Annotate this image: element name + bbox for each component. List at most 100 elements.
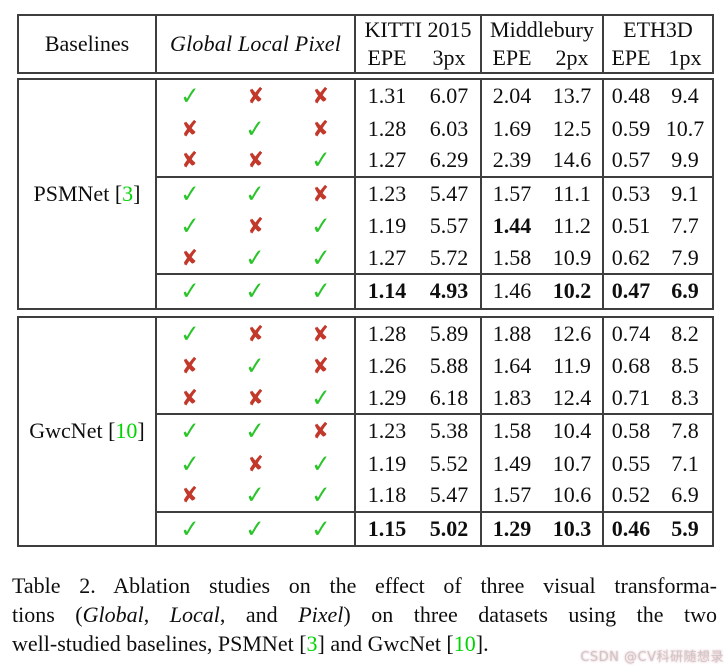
metric-epe-label: EPE xyxy=(367,45,407,70)
table-row-marks: ✓ ✘ ✓ xyxy=(155,210,354,243)
table-row-marks: ✘ ✓ ✘ xyxy=(155,112,354,145)
px-value: 7.1 xyxy=(671,450,699,476)
px-value: 9.9 xyxy=(671,147,699,173)
table-row-values: 0.52 6.9 xyxy=(602,480,712,513)
px-value: 10.2 xyxy=(552,278,592,304)
table-row-marks: ✘ ✘ ✓ xyxy=(155,382,354,415)
cross-icon: ✘ xyxy=(311,320,332,347)
px-value: 6.9 xyxy=(671,482,699,508)
table-row-marks: ✓ ✓ ✘ xyxy=(155,415,354,448)
cross-icon: ✘ xyxy=(311,180,332,207)
dataset-header-2: ETH3D EPE 1px xyxy=(602,16,712,72)
table-row-values: 0.55 7.1 xyxy=(602,447,712,480)
ablation-table: Baselines Global Local Pixel KITTI 2015 E… xyxy=(17,14,714,547)
table-row-values: 1.83 12.4 xyxy=(480,382,602,415)
epe-value: 1.88 xyxy=(492,320,532,346)
table-row-values: 1.27 6.29 xyxy=(354,145,480,178)
table-row-values: 0.71 8.3 xyxy=(602,382,712,415)
caption-text: ) on three datasets using the two xyxy=(343,602,717,627)
table-row-values: 0.62 7.9 xyxy=(602,242,712,275)
px-value: 5.47 xyxy=(429,180,469,206)
table-row-marks: ✘ ✓ ✘ xyxy=(155,350,354,383)
epe-value: 1.15 xyxy=(367,515,407,541)
px-value: 5.52 xyxy=(429,450,469,476)
caption-text: tions ( xyxy=(12,602,83,627)
metric-epe-label: EPE xyxy=(611,45,651,70)
epe-value: 1.64 xyxy=(492,353,532,379)
px-value: 10.7 xyxy=(552,450,592,476)
check-icon: ✓ xyxy=(244,276,267,306)
px-value: 5.89 xyxy=(429,320,469,346)
table-row-values: 1.28 5.89 xyxy=(354,317,480,350)
metric-px-label: 2px xyxy=(555,45,589,70)
px-value: 8.3 xyxy=(671,384,699,410)
epe-value: 1.83 xyxy=(492,384,532,410)
table-row-values: 2.04 13.7 xyxy=(480,80,602,113)
px-value: 4.93 xyxy=(429,278,469,304)
table-row-values: 1.15 5.02 xyxy=(354,512,480,545)
table-row-marks: ✓ ✓ ✓ xyxy=(155,275,354,308)
check-icon: ✓ xyxy=(244,514,267,544)
baseline-name: GwcNet [ xyxy=(29,418,116,444)
check-icon: ✓ xyxy=(178,416,201,446)
px-value: 10.3 xyxy=(552,515,592,541)
px-value: 9.4 xyxy=(671,83,699,109)
px-value: 8.5 xyxy=(671,353,699,379)
epe-value: 1.28 xyxy=(367,115,407,141)
cross-icon: ✘ xyxy=(311,353,332,380)
table-row-values: 1.46 10.2 xyxy=(480,275,602,308)
px-value: 9.1 xyxy=(671,180,699,206)
epe-value: 1.29 xyxy=(367,384,407,410)
dataset-header-1: Middlebury EPE 2px xyxy=(480,16,602,72)
px-value: 6.03 xyxy=(429,115,469,141)
baseline-label: GwcNet [10] xyxy=(19,318,155,546)
px-value: 5.57 xyxy=(429,213,469,239)
cross-icon: ✘ xyxy=(179,147,200,174)
check-icon: ✓ xyxy=(310,211,333,241)
epe-value: 1.19 xyxy=(367,213,407,239)
table-row-values: 1.57 10.6 xyxy=(480,480,602,513)
epe-value: 1.69 xyxy=(492,115,532,141)
table-row-values: 0.57 9.9 xyxy=(602,145,712,178)
epe-value: 0.52 xyxy=(611,482,651,508)
px-value: 6.9 xyxy=(671,278,699,304)
cross-icon: ✘ xyxy=(179,353,200,380)
table-row-values: 0.47 6.9 xyxy=(602,275,712,308)
table-row-values: 1.18 5.47 xyxy=(354,480,480,513)
table-row-marks: ✓ ✘ ✓ xyxy=(155,447,354,480)
table-row-values: 1.27 5.72 xyxy=(354,242,480,275)
baseline-ref: 10 xyxy=(115,418,138,444)
epe-value: 0.55 xyxy=(611,450,651,476)
check-icon: ✓ xyxy=(310,480,333,510)
table-row-marks: ✓ ✘ ✘ xyxy=(155,317,354,350)
caption-line: Table 2. Ablation studies on the effect … xyxy=(12,571,717,600)
px-value: 5.88 xyxy=(429,353,469,379)
metric-px-label: 3px xyxy=(432,45,466,70)
table-row-marks: ✓ ✓ ✓ xyxy=(155,512,354,545)
dataset-name: KITTI 2015 xyxy=(364,17,472,42)
check-icon: ✓ xyxy=(310,514,333,544)
table-row-values: 1.29 6.18 xyxy=(354,382,480,415)
check-icon: ✓ xyxy=(244,114,267,144)
px-value: 7.7 xyxy=(671,213,699,239)
check-icon: ✓ xyxy=(178,81,201,111)
table-row-marks: ✓ ✘ ✘ xyxy=(155,80,354,113)
epe-value: 0.71 xyxy=(611,384,651,410)
baseline-name: PSMNet [ xyxy=(33,180,123,206)
table-row-values: 2.39 14.6 xyxy=(480,145,602,178)
dataset-header-0: KITTI 2015 EPE 3px xyxy=(354,16,480,72)
caption-text: ] and GwcNet [ xyxy=(317,631,454,656)
check-icon: ✓ xyxy=(178,211,201,241)
table-row-values: 1.29 10.3 xyxy=(480,512,602,545)
check-icon: ✓ xyxy=(310,145,333,175)
baseline-bracket: ] xyxy=(137,418,145,444)
table-row-values: 1.88 12.6 xyxy=(480,317,602,350)
section-psmnet: PSMNet [3] ✓ ✘ ✘ 1.31 6.07 2.04 13.7 0.48 9.4 ✘ ✓ ✘ 1… xyxy=(17,78,714,310)
table-row-marks: ✓ ✓ ✘ xyxy=(155,177,354,210)
check-icon: ✓ xyxy=(244,243,267,273)
epe-value: 1.57 xyxy=(492,482,532,508)
table-row-values: 0.51 7.7 xyxy=(602,210,712,243)
table-row-values: 1.49 10.7 xyxy=(480,447,602,480)
baseline-label: PSMNet [3] xyxy=(19,80,155,308)
